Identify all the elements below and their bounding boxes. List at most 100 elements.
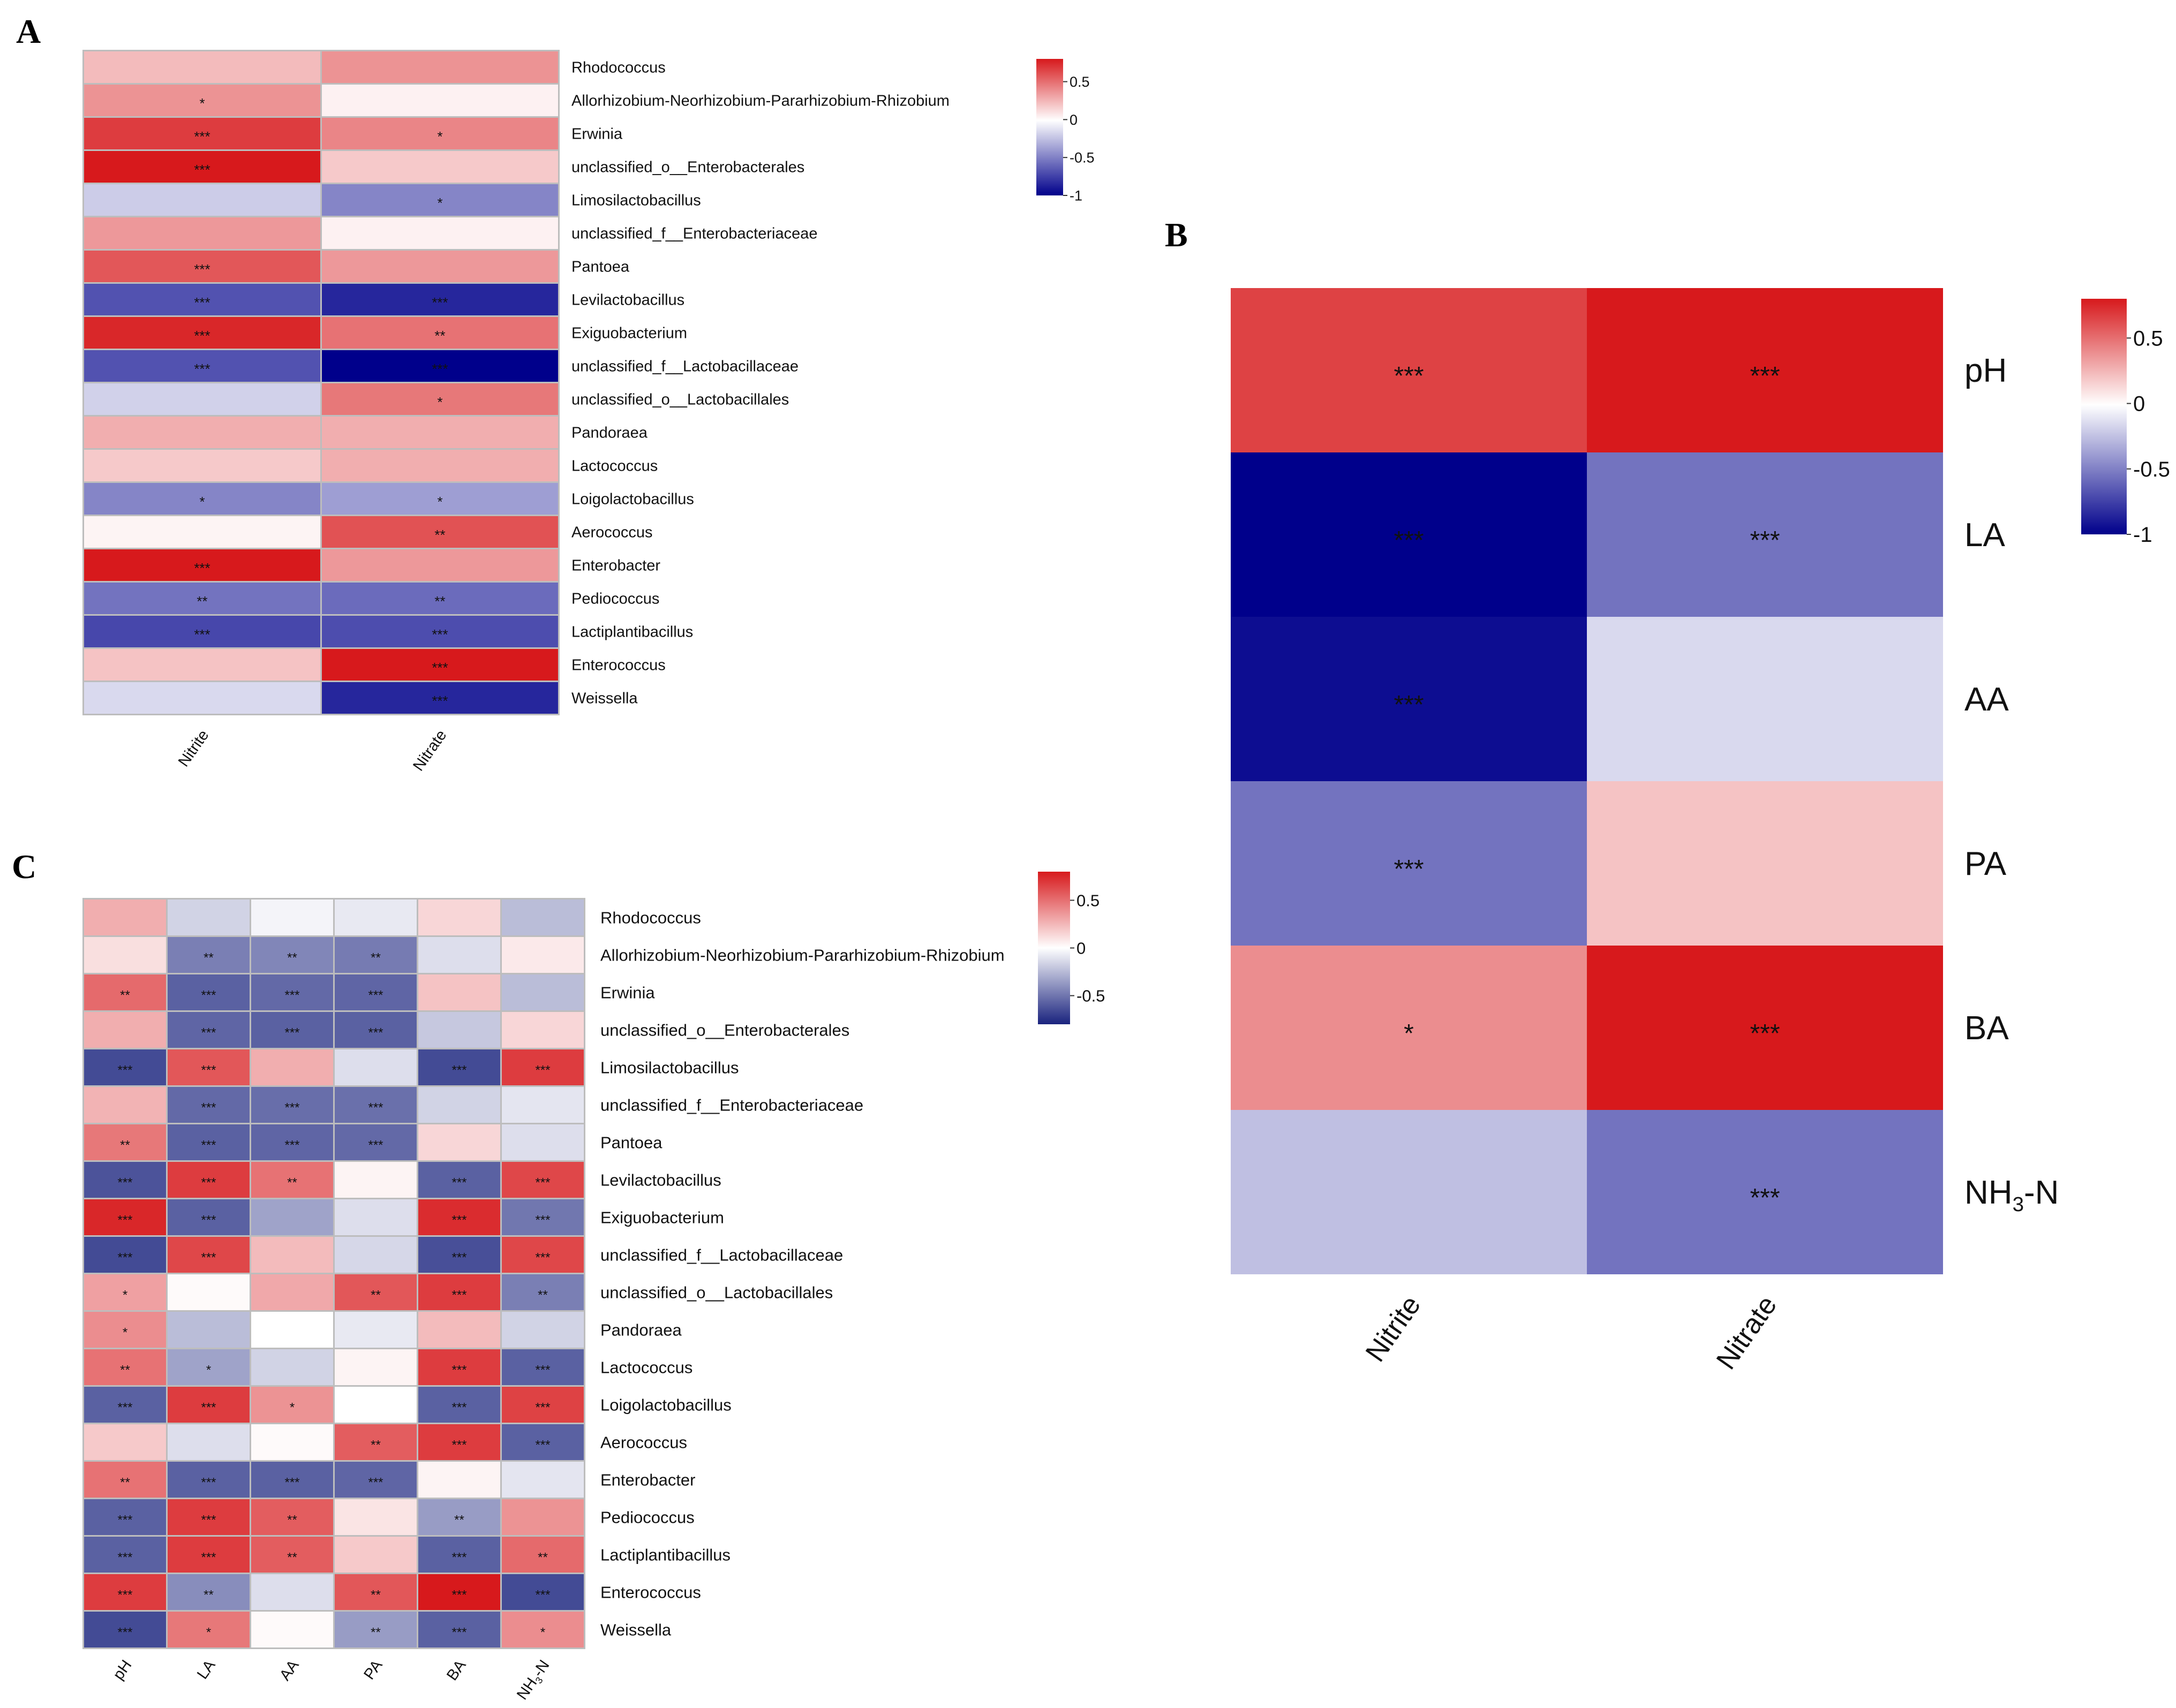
heatmap-cell-unclassified-o-enterobacterales-pa bbox=[335, 1012, 417, 1048]
row-label-loigolactobacillus: Loigolactobacillus bbox=[571, 491, 694, 508]
heatmap-cell-allorhizobium-neorhizobium-pararhizobium-rhizobium-ph bbox=[84, 937, 166, 973]
significance-stars: *** bbox=[432, 294, 448, 311]
heatmap-cell-unclassified-o-lactobacillales-la bbox=[168, 1274, 250, 1310]
heatmap-cell-pa-nitrite bbox=[1231, 781, 1587, 946]
significance-stars: *** bbox=[1394, 855, 1424, 883]
panel-c-letter: C bbox=[12, 848, 36, 886]
heatmap-cell-weissella-nh3-n bbox=[502, 1612, 584, 1647]
heatmap-cell-unclassified-o-lactobacillales-ba bbox=[418, 1274, 500, 1310]
significance-stars: ** bbox=[197, 593, 207, 609]
significance-stars: *** bbox=[194, 162, 210, 178]
heatmap-cell-loigolactobacillus-la bbox=[168, 1387, 250, 1423]
row-label-unclassified-f-enterobacteriaceae: unclassified_f__Enterobacteriaceae bbox=[600, 1095, 863, 1114]
heatmap-cell-la-nitrite bbox=[1231, 452, 1587, 617]
heatmap-cell-levilactobacillus-nitrate bbox=[322, 284, 558, 315]
heatmap-cell-rhodococcus-pa bbox=[335, 900, 417, 935]
significance-stars: ** bbox=[120, 1363, 130, 1378]
heatmap-cell-unclassified-o-lactobacillales-pa bbox=[335, 1274, 417, 1310]
heatmap-cell-erwinia-ba bbox=[418, 974, 500, 1010]
significance-stars: *** bbox=[432, 361, 448, 377]
significance-stars: *** bbox=[284, 1476, 299, 1490]
heatmap-cell-pediococcus-ph bbox=[84, 1499, 166, 1535]
heatmap-cell-levilactobacillus-aa bbox=[251, 1162, 333, 1198]
heatmap-cell-ph-nitrite bbox=[1231, 288, 1587, 452]
heatmap-cell-lactiplantibacillus-pa bbox=[335, 1537, 417, 1573]
significance-stars: ** bbox=[287, 951, 297, 965]
heatmap-cell-loigolactobacillus-nitrite bbox=[84, 483, 320, 515]
heatmap-cell-nh3-n-nitrite bbox=[1231, 1110, 1587, 1274]
heatmap-cell-weissella-ph bbox=[84, 1612, 166, 1647]
heatmap-cell-lactiplantibacillus-nh3-n bbox=[502, 1537, 584, 1573]
heatmap-cell-unclassified-o-enterobacterales-aa bbox=[251, 1012, 333, 1048]
colorbar-tick-label: -1 bbox=[2133, 523, 2152, 547]
heatmap-cell-loigolactobacillus-ph bbox=[84, 1387, 166, 1423]
heatmap-cell-pantoea-ph bbox=[84, 1124, 166, 1160]
heatmap-cell-lactiplantibacillus-aa bbox=[251, 1537, 333, 1573]
heatmap-cell-unclassified-o-enterobacterales-nitrate bbox=[322, 151, 558, 183]
heatmap-cell-enterobacter-aa bbox=[251, 1462, 333, 1498]
significance-stars: *** bbox=[117, 1063, 132, 1078]
row-label-lactococcus: Lactococcus bbox=[571, 458, 658, 475]
heatmap-cell-enterobacter-la bbox=[168, 1462, 250, 1498]
heatmap-cell-erwinia-ph bbox=[84, 974, 166, 1010]
significance-stars: ** bbox=[204, 951, 214, 965]
heatmap-cell-pandoraea-ba bbox=[418, 1312, 500, 1348]
heatmap-cell-allorhizobium-neorhizobium-pararhizobium-rhizobium-la bbox=[168, 937, 250, 973]
row-label-rhodococcus: Rhodococcus bbox=[571, 59, 666, 77]
heatmap-cell-lactiplantibacillus-ph bbox=[84, 1537, 166, 1573]
heatmap-cell-erwinia-nitrite bbox=[84, 118, 320, 149]
row-label-weissella: Weissella bbox=[571, 690, 638, 707]
heatmap-cell-erwinia-nh3-n bbox=[502, 974, 584, 1010]
heatmap-cell-aerococcus-aa bbox=[251, 1424, 333, 1460]
significance-stars: *** bbox=[451, 1588, 466, 1603]
column-label-nitrate: Nitrate bbox=[1711, 1290, 1783, 1376]
heatmap-cell-nh3-n-nitrate bbox=[1587, 1110, 1943, 1274]
row-label-ph: pH bbox=[1964, 352, 2007, 389]
row-label-lactiplantibacillus: Lactiplantibacillus bbox=[600, 1545, 731, 1564]
heatmap-cell-aa-nitrate bbox=[1587, 617, 1943, 781]
significance-stars: *** bbox=[535, 1438, 550, 1453]
heatmap-cell-rhodococcus-la bbox=[168, 900, 250, 935]
heatmap-cell-unclassified-f-lactobacillaceae-aa bbox=[251, 1237, 333, 1273]
heatmap-cell-allorhizobium-neorhizobium-pararhizobium-rhizobium-nitrite bbox=[84, 85, 320, 116]
significance-stars: *** bbox=[451, 1363, 466, 1378]
heatmap-cell-loigolactobacillus-pa bbox=[335, 1387, 417, 1423]
heatmap-cell-unclassified-o-enterobacterales-la bbox=[168, 1012, 250, 1048]
significance-stars: *** bbox=[451, 1401, 466, 1415]
heatmap-cell-unclassified-f-enterobacteriaceae-aa bbox=[251, 1087, 333, 1123]
heatmap-cell-enterobacter-ba bbox=[418, 1462, 500, 1498]
heatmap-cell-exiguobacterium-nitrite bbox=[84, 317, 320, 349]
significance-stars: * bbox=[540, 1626, 545, 1640]
heatmap-cell-allorhizobium-neorhizobium-pararhizobium-rhizobium-nitrate bbox=[322, 85, 558, 116]
row-label-ba: BA bbox=[1964, 1010, 2009, 1047]
heatmap-cell-pandoraea-nitrite bbox=[84, 417, 320, 448]
row-label-pandoraea: Pandoraea bbox=[571, 425, 648, 442]
heatmap-cell-unclassified-o-lactobacillales-nitrate bbox=[322, 383, 558, 415]
row-label-exiguobacterium: Exiguobacterium bbox=[571, 325, 687, 342]
heatmap-cell-pediococcus-nh3-n bbox=[502, 1499, 584, 1535]
significance-stars: * bbox=[437, 394, 442, 410]
heatmap-cell-lactococcus-aa bbox=[251, 1349, 333, 1385]
colorbar-c: 0.5 0 -0.5 bbox=[1038, 872, 1105, 1024]
heatmap-cell-unclassified-f-enterobacteriaceae-nitrite bbox=[84, 217, 320, 249]
heatmap-cell-lactococcus-nitrite bbox=[84, 450, 320, 481]
significance-stars: *** bbox=[451, 1213, 466, 1228]
heatmap-cell-enterococcus-aa bbox=[251, 1574, 333, 1610]
heatmap-cell-ph-nitrate bbox=[1587, 288, 1943, 452]
significance-stars: ** bbox=[120, 988, 130, 1003]
significance-stars: *** bbox=[368, 1026, 383, 1040]
heatmap-cell-pantoea-nh3-n bbox=[502, 1124, 584, 1160]
heatmap-cell-enterococcus-ph bbox=[84, 1574, 166, 1610]
row-label-nh3-n: NH3-N bbox=[1964, 1174, 2059, 1216]
heatmap-cell-exiguobacterium-pa bbox=[335, 1199, 417, 1235]
row-label-enterococcus: Enterococcus bbox=[571, 657, 666, 674]
column-label-pa: PA bbox=[360, 1657, 386, 1683]
heatmap-cell-enterococcus-nitrite bbox=[84, 649, 320, 681]
significance-stars: *** bbox=[1750, 526, 1780, 555]
heatmap-cell-pantoea-aa bbox=[251, 1124, 333, 1160]
row-label-exiguobacterium: Exiguobacterium bbox=[600, 1208, 724, 1227]
heatmap-cell-exiguobacterium-nitrate bbox=[322, 317, 558, 349]
significance-stars: * bbox=[437, 494, 442, 510]
heatmap-cell-pantoea-pa bbox=[335, 1124, 417, 1160]
significance-stars: * bbox=[123, 1326, 127, 1340]
